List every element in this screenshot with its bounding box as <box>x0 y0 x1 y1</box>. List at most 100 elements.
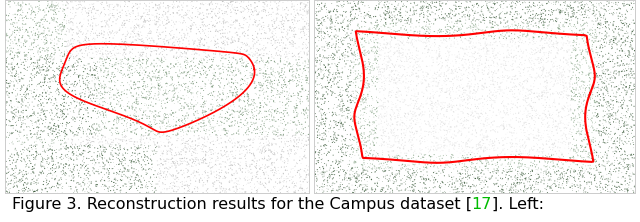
Point <box>243 29 253 32</box>
Point <box>129 59 139 63</box>
Point <box>476 37 486 41</box>
Point <box>243 98 253 102</box>
Point <box>540 10 550 13</box>
Point <box>465 185 476 188</box>
Point <box>404 124 415 127</box>
Point <box>88 135 98 139</box>
Point <box>154 179 164 183</box>
Point <box>231 149 241 153</box>
Point <box>214 96 225 99</box>
Point <box>568 47 578 50</box>
Point <box>283 191 293 195</box>
Point <box>107 54 117 57</box>
Point <box>504 103 514 106</box>
Point <box>579 32 589 36</box>
Point <box>463 107 474 110</box>
Point <box>232 33 243 37</box>
Point <box>619 58 629 61</box>
Point <box>202 110 212 113</box>
Point <box>416 5 426 9</box>
Point <box>297 84 307 87</box>
Point <box>152 80 163 84</box>
Point <box>545 185 555 188</box>
Point <box>602 160 612 163</box>
Point <box>51 170 61 173</box>
Point <box>287 18 298 21</box>
Point <box>86 159 97 162</box>
Point <box>40 42 50 46</box>
Point <box>343 55 353 59</box>
Point <box>180 64 191 67</box>
Point <box>220 140 230 143</box>
Point <box>347 52 357 55</box>
Point <box>197 136 207 140</box>
Point <box>129 83 140 86</box>
Point <box>75 3 85 6</box>
Point <box>179 14 189 17</box>
Point <box>58 54 68 58</box>
Point <box>34 103 44 107</box>
Point <box>460 172 470 175</box>
Point <box>335 113 345 116</box>
Point <box>384 1 394 5</box>
Point <box>1 13 11 17</box>
Point <box>616 19 626 22</box>
Point <box>111 137 121 141</box>
Point <box>415 32 425 36</box>
Point <box>533 25 543 28</box>
Point <box>576 160 586 164</box>
Point <box>433 14 444 18</box>
Point <box>49 74 59 77</box>
Point <box>218 42 228 45</box>
Point <box>161 187 172 190</box>
Point <box>337 4 347 8</box>
Point <box>374 156 384 160</box>
Point <box>575 85 585 89</box>
Point <box>420 35 431 38</box>
Point <box>119 169 129 173</box>
Point <box>51 127 61 131</box>
Point <box>374 122 384 126</box>
Point <box>537 97 547 100</box>
Point <box>20 172 31 176</box>
Point <box>282 101 292 105</box>
Point <box>575 123 586 127</box>
Point <box>535 39 545 43</box>
Point <box>352 28 362 32</box>
Point <box>369 149 380 153</box>
Point <box>495 50 505 54</box>
Point <box>449 142 459 146</box>
Point <box>234 24 244 27</box>
Point <box>579 22 589 26</box>
Point <box>93 77 104 80</box>
Point <box>566 157 576 160</box>
Point <box>42 190 52 193</box>
Point <box>496 81 506 85</box>
Point <box>128 31 138 34</box>
Point <box>231 6 241 9</box>
Point <box>614 70 624 74</box>
Point <box>410 61 420 65</box>
Point <box>225 113 236 116</box>
Point <box>374 66 384 69</box>
Point <box>436 72 446 76</box>
Point <box>597 65 607 69</box>
Point <box>620 67 630 71</box>
Point <box>538 85 548 88</box>
Point <box>363 191 373 194</box>
Point <box>169 160 179 163</box>
Point <box>119 92 129 95</box>
Point <box>537 91 547 95</box>
Point <box>130 28 140 31</box>
Point <box>407 5 417 9</box>
Point <box>424 3 434 7</box>
Point <box>541 75 551 79</box>
Point <box>359 133 369 136</box>
Point <box>412 8 422 12</box>
Point <box>577 49 588 52</box>
Point <box>404 16 414 19</box>
Point <box>106 131 116 134</box>
Point <box>514 181 524 184</box>
Point <box>184 65 195 69</box>
Point <box>497 191 507 195</box>
